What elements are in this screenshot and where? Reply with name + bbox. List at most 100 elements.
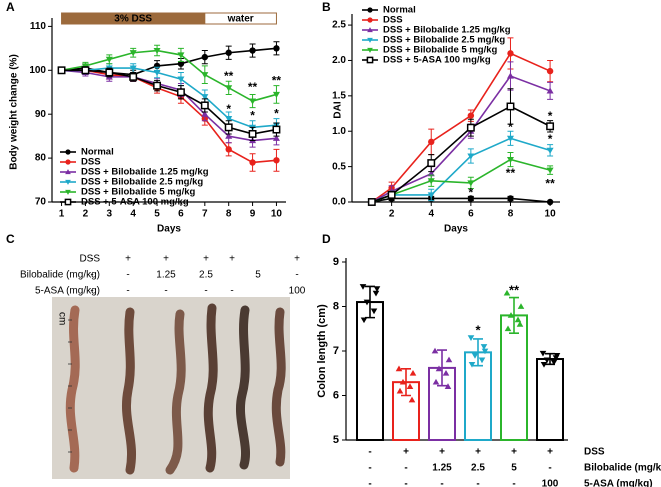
marker bbox=[153, 47, 161, 55]
x-tick-label: 4 bbox=[428, 209, 434, 220]
legend-marker bbox=[367, 17, 373, 23]
data-point bbox=[406, 383, 414, 389]
table-cell: + bbox=[511, 447, 517, 458]
data-point bbox=[395, 365, 403, 372]
data-point bbox=[409, 369, 417, 376]
significance: * bbox=[469, 186, 474, 200]
marker bbox=[507, 195, 514, 202]
table-cell: 1.25 bbox=[156, 270, 176, 281]
significance: * bbox=[274, 106, 279, 120]
data-point bbox=[399, 378, 407, 385]
marker bbox=[272, 134, 280, 141]
phase-label: 3% DSS bbox=[114, 14, 152, 25]
table-row-label: Bilobalide (mg/kg) bbox=[584, 463, 661, 474]
table-row-label: Bilobalide (mg/kg) bbox=[20, 270, 100, 281]
y-tick-label: 5 bbox=[333, 434, 339, 446]
marker bbox=[367, 198, 376, 206]
legend-label: DSS bbox=[81, 157, 101, 168]
series-line bbox=[61, 49, 277, 102]
data-point bbox=[372, 290, 380, 297]
phase-bar bbox=[204, 12, 277, 25]
marker bbox=[428, 138, 435, 146]
table-cell: + bbox=[203, 254, 209, 265]
marker bbox=[224, 123, 233, 132]
significance: ** bbox=[545, 176, 555, 190]
marker bbox=[249, 98, 257, 105]
table-row-label: DSS bbox=[79, 254, 100, 265]
data-point bbox=[471, 353, 479, 359]
marker bbox=[225, 132, 233, 139]
table-cell: + bbox=[294, 254, 300, 265]
y-tick-label: 0.0 bbox=[332, 197, 346, 208]
series-line bbox=[61, 69, 277, 164]
data-point bbox=[435, 365, 443, 372]
y-tick-label: 8 bbox=[333, 300, 339, 312]
x-tick-label: 9 bbox=[250, 209, 256, 220]
marker bbox=[201, 94, 209, 101]
series-line bbox=[61, 47, 277, 76]
x-tick-label: 2 bbox=[83, 209, 89, 220]
y-tick-label: 0.5 bbox=[332, 161, 346, 172]
legend-label: DSS + Bilobalide 5 mg/kg bbox=[383, 45, 497, 56]
data-point bbox=[363, 299, 371, 306]
legend-label: DSS + Bilobalide 1.25 mg/kg bbox=[383, 25, 511, 36]
y-tick-label: 6 bbox=[333, 389, 339, 401]
table-cell: 1.25 bbox=[432, 463, 452, 474]
marker bbox=[225, 116, 233, 123]
marker bbox=[427, 178, 435, 185]
marker bbox=[249, 47, 256, 54]
table-cell: 5 bbox=[511, 463, 517, 474]
y-tick-label: 90 bbox=[35, 109, 47, 120]
legend-label: DSS bbox=[383, 15, 403, 26]
data-point bbox=[550, 359, 558, 366]
data-point bbox=[540, 361, 548, 368]
marker bbox=[546, 67, 554, 75]
legend-marker bbox=[366, 56, 374, 64]
legend-marker bbox=[367, 7, 373, 13]
significance: * bbox=[475, 322, 481, 337]
marker bbox=[225, 49, 232, 56]
ruler bbox=[68, 319, 72, 453]
marker bbox=[105, 56, 113, 63]
marker bbox=[546, 122, 555, 131]
legend-label: DSS + Bilobalide 5 mg/kg bbox=[81, 187, 195, 198]
x-axis-title: Days bbox=[157, 224, 181, 235]
table-cell: + bbox=[475, 447, 481, 458]
table-cell: - bbox=[512, 479, 515, 487]
marker bbox=[546, 87, 554, 94]
data-point bbox=[480, 344, 488, 350]
data-point bbox=[503, 289, 511, 296]
x-tick-label: 7 bbox=[202, 209, 208, 220]
y-tick-label: 80 bbox=[35, 153, 47, 164]
y-tick-label: 1.5 bbox=[332, 90, 346, 101]
panel-label: C bbox=[6, 232, 15, 246]
data-point bbox=[552, 355, 560, 361]
legend-marker bbox=[65, 189, 71, 195]
ruler-label: cm bbox=[56, 312, 67, 325]
y-tick-label: 2.0 bbox=[332, 55, 346, 66]
x-tick-label: 1 bbox=[59, 209, 65, 220]
marker bbox=[225, 146, 232, 153]
data-point bbox=[432, 378, 440, 385]
panel-label: D bbox=[322, 232, 331, 246]
legend-label: Normal bbox=[81, 147, 114, 158]
data-point bbox=[445, 356, 453, 363]
marker bbox=[201, 53, 209, 61]
significance: ** bbox=[248, 80, 258, 94]
marker bbox=[507, 50, 514, 57]
x-tick-label: 3 bbox=[107, 209, 113, 220]
marker bbox=[129, 72, 138, 81]
marker bbox=[546, 167, 554, 174]
legend-marker bbox=[367, 27, 373, 33]
marker bbox=[427, 192, 435, 199]
error-bar bbox=[437, 349, 447, 387]
table-cell: - bbox=[90, 254, 93, 265]
panel-label: B bbox=[322, 0, 331, 14]
table-cell: + bbox=[439, 447, 445, 458]
phase-label: water bbox=[227, 14, 254, 25]
colon-photo bbox=[65, 303, 286, 475]
data-point bbox=[408, 396, 416, 403]
marker bbox=[200, 101, 209, 110]
y-tick-label: 110 bbox=[30, 21, 47, 32]
